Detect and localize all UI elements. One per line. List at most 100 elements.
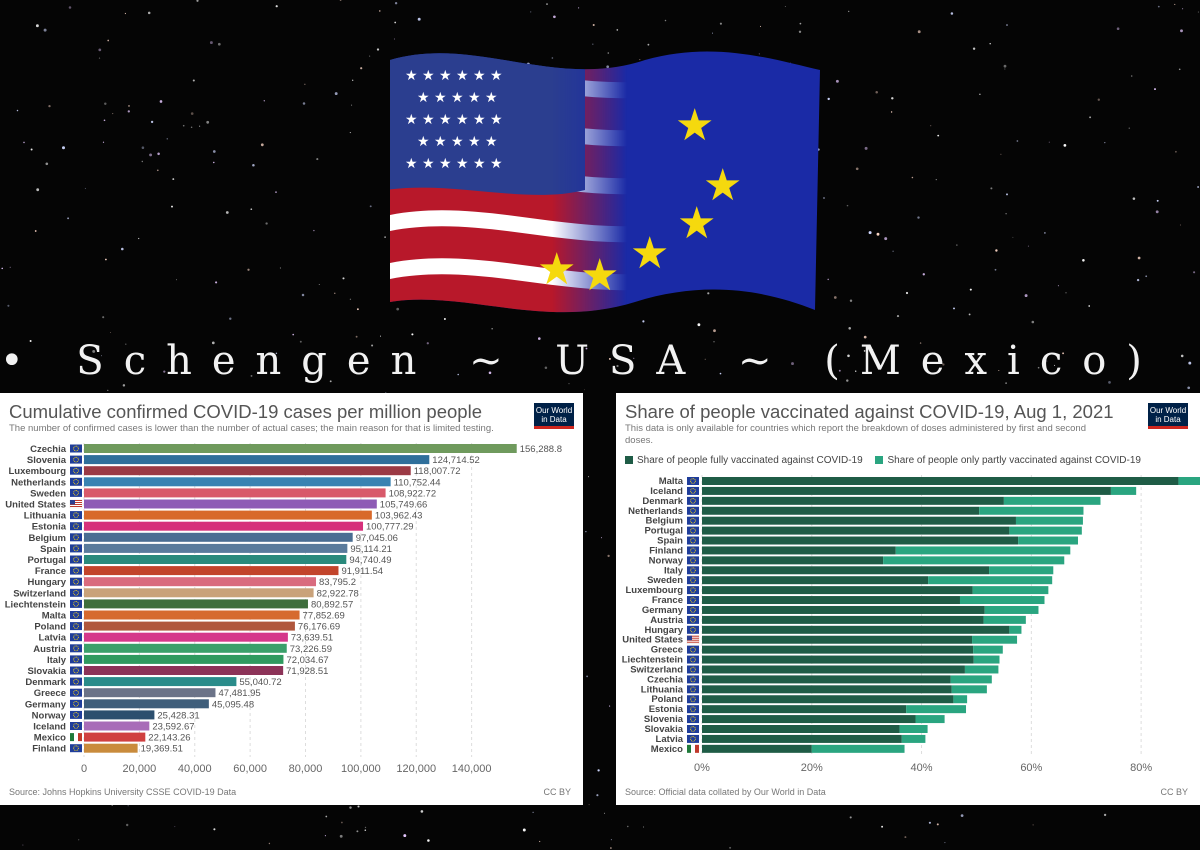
bar-fully-vaccinated	[702, 516, 1016, 525]
star	[35, 24, 39, 28]
bar-value-label: 25,428.31	[157, 710, 199, 721]
star	[396, 307, 400, 311]
country-label: Germany	[642, 605, 684, 616]
star	[585, 531, 587, 533]
star	[592, 23, 595, 27]
star	[62, 146, 65, 150]
star	[863, 350, 866, 352]
eu-flag-icon	[687, 625, 699, 634]
star	[588, 804, 590, 806]
star	[304, 83, 306, 85]
vaccination-chart-subtitle: This data is only available for countrie…	[625, 423, 1086, 446]
legend-item-partly[interactable]: Share of people only partly vaccinated a…	[875, 455, 1141, 466]
star	[122, 384, 126, 387]
x-tick-label: 40,000	[178, 763, 212, 775]
bar	[84, 643, 287, 653]
star	[905, 291, 909, 295]
country-label: Malta	[659, 476, 684, 487]
country-label: Greece	[651, 645, 683, 656]
star	[212, 150, 216, 153]
country-label: Luxembourg	[625, 585, 683, 596]
cases-source[interactable]: Source: Johns Hopkins University CSSE CO…	[9, 787, 237, 797]
mexico-flag-icon	[70, 733, 74, 742]
star	[34, 230, 37, 232]
star	[394, 1, 398, 5]
eu-flag-icon	[70, 544, 82, 553]
star	[1174, 3, 1176, 5]
eu-flag-icon	[687, 705, 699, 714]
star	[356, 308, 359, 311]
bar	[84, 599, 308, 609]
star	[92, 349, 96, 353]
eu-flag-icon	[70, 611, 82, 619]
star	[349, 298, 352, 300]
vaccination-legend: Share of people fully vaccinated against…	[625, 455, 1151, 466]
x-tick-label: 20%	[801, 762, 823, 774]
star	[530, 11, 532, 13]
star	[979, 93, 981, 96]
country-label: Switzerland	[13, 588, 66, 599]
eu-flag-icon	[687, 566, 699, 575]
star	[443, 318, 446, 320]
owid-logo[interactable]: Our World in Data	[1148, 403, 1188, 429]
country-label: Norway	[32, 710, 67, 721]
bar-fully-vaccinated	[702, 496, 1004, 505]
country-label: Slovenia	[27, 455, 67, 466]
star	[597, 769, 600, 772]
bar-partly-vaccinated	[1110, 486, 1137, 495]
vaccination-license[interactable]: CC BY	[1160, 787, 1188, 797]
star	[102, 141, 105, 143]
star	[712, 32, 713, 34]
bar-partly-vaccinated	[1009, 526, 1082, 535]
star	[1024, 294, 1028, 298]
eu-flag-icon	[70, 710, 82, 719]
bar-fully-vaccinated	[702, 705, 907, 714]
star	[1082, 259, 1085, 262]
star	[139, 371, 141, 373]
legend-item-fully[interactable]: Share of people fully vaccinated against…	[625, 455, 863, 466]
eu-flag-stars	[690, 497, 696, 504]
eu-flag-stars	[690, 656, 696, 663]
us-flag-stripe	[687, 641, 699, 643]
star	[426, 342, 429, 345]
star	[823, 197, 825, 199]
star	[159, 100, 163, 103]
star	[1188, 361, 1192, 365]
star	[584, 389, 585, 391]
eu-flag-icon	[687, 615, 699, 624]
country-label: Denmark	[25, 677, 66, 688]
star	[953, 307, 955, 310]
star	[551, 57, 554, 59]
star	[225, 211, 229, 214]
country-label: Portugal	[644, 526, 683, 537]
star	[729, 846, 732, 849]
star	[141, 146, 145, 149]
star	[420, 810, 424, 813]
star	[163, 370, 166, 373]
star	[616, 364, 619, 368]
bar	[84, 466, 411, 476]
vaccination-source[interactable]: Source: Official data collated by Our Wo…	[625, 787, 826, 797]
star	[393, 38, 395, 40]
country-label: Iceland	[33, 722, 66, 733]
star	[1155, 210, 1159, 214]
bar-value-label: 118,007.72	[414, 466, 461, 477]
star	[884, 237, 888, 241]
owid-logo[interactable]: Our World in Data	[534, 403, 574, 429]
star	[182, 124, 185, 127]
star	[1128, 127, 1131, 129]
x-tick-label: 80%	[1130, 762, 1152, 774]
star	[172, 178, 175, 181]
vaccination-stacked-bar-chart: 0% 20% 40% 60% 80% MaltaIcelandDenmarkNetherl…	[622, 475, 1200, 774]
bar-fully-vaccinated	[702, 744, 812, 753]
eu-flag-icon	[687, 556, 699, 565]
star	[124, 12, 126, 15]
star	[30, 148, 33, 151]
star	[1182, 8, 1184, 10]
star	[784, 6, 786, 8]
cases-license[interactable]: CC BY	[543, 787, 571, 797]
country-label: Netherlands	[11, 477, 66, 488]
star	[339, 0, 342, 1]
svg-text:★: ★	[703, 160, 742, 211]
svg-text:★ ★ ★ ★ ★: ★ ★ ★ ★ ★	[417, 90, 498, 106]
